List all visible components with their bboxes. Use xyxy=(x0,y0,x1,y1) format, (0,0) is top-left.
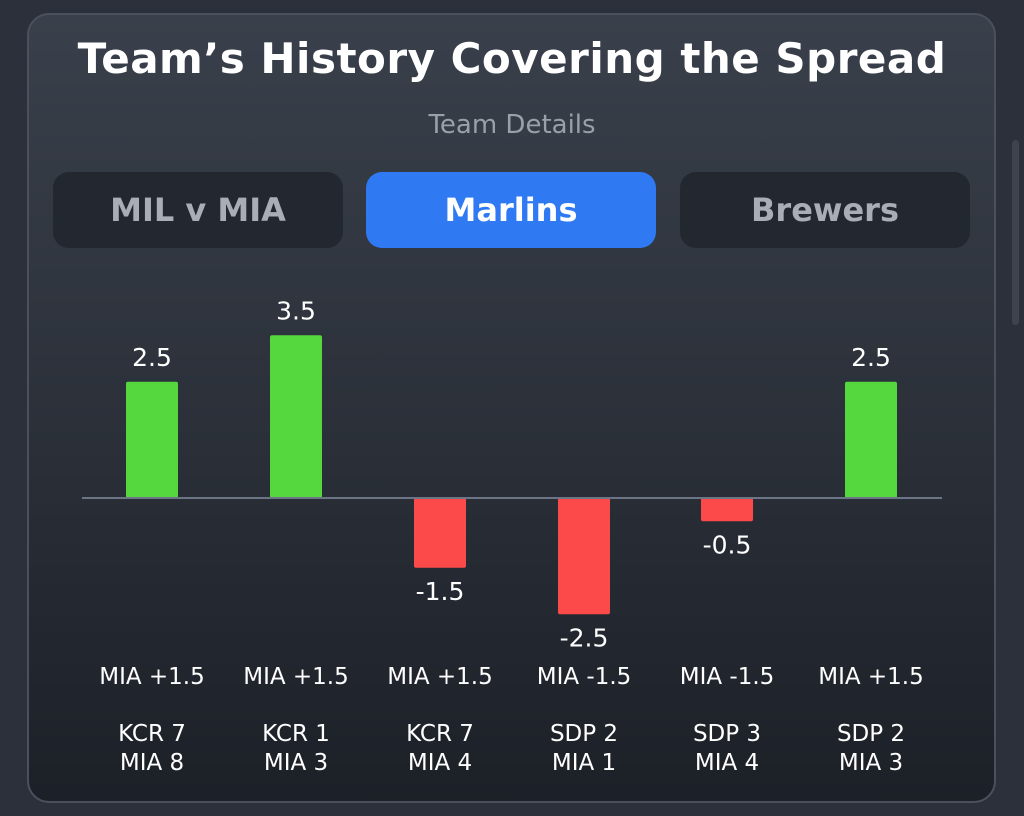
score-home-label: MIA 3 xyxy=(839,750,903,776)
bar-value-label: 3.5 xyxy=(276,296,316,325)
scrollbar[interactable] xyxy=(1012,140,1019,325)
spread-label: MIA +1.5 xyxy=(818,664,924,690)
score-home-label: MIA 1 xyxy=(552,750,616,776)
bar-value-label: -1.5 xyxy=(416,577,465,606)
bar xyxy=(270,335,322,498)
score-home-label: MIA 4 xyxy=(695,750,759,776)
tab-brewers[interactable]: Brewers xyxy=(680,172,970,248)
score-home-label: MIA 4 xyxy=(408,750,472,776)
score-home-label: MIA 3 xyxy=(264,750,328,776)
score-away-label: KCR 7 xyxy=(118,721,186,747)
score-away-label: KCR 7 xyxy=(406,721,474,747)
score-away-label: KCR 1 xyxy=(262,721,330,747)
chart-card xyxy=(27,13,996,803)
bar-value-label: -2.5 xyxy=(560,623,609,652)
tab-matchup[interactable]: MIL v MIA xyxy=(53,172,343,248)
spread-label: MIA +1.5 xyxy=(99,664,205,690)
score-away-label: SDP 2 xyxy=(550,721,618,747)
spread-label: MIA +1.5 xyxy=(243,664,349,690)
tab-marlins[interactable]: Marlins xyxy=(366,172,656,248)
bar xyxy=(558,498,610,615)
bar xyxy=(845,381,897,498)
bar xyxy=(414,498,466,568)
bar-value-label: 2.5 xyxy=(851,343,891,372)
spread-label: MIA +1.5 xyxy=(387,664,493,690)
score-away-label: SDP 2 xyxy=(837,721,905,747)
score-away-label: SDP 3 xyxy=(693,721,761,747)
bar-value-label: -0.5 xyxy=(703,530,752,559)
bar xyxy=(126,381,178,498)
score-home-label: MIA 8 xyxy=(120,750,184,776)
bar xyxy=(701,498,753,522)
spread-label: MIA -1.5 xyxy=(537,664,632,690)
spread-label: MIA -1.5 xyxy=(680,664,775,690)
page-title: Team’s History Covering the Spread xyxy=(77,34,947,83)
bar-value-label: 2.5 xyxy=(132,343,172,372)
page-subtitle: Team Details xyxy=(428,110,596,140)
